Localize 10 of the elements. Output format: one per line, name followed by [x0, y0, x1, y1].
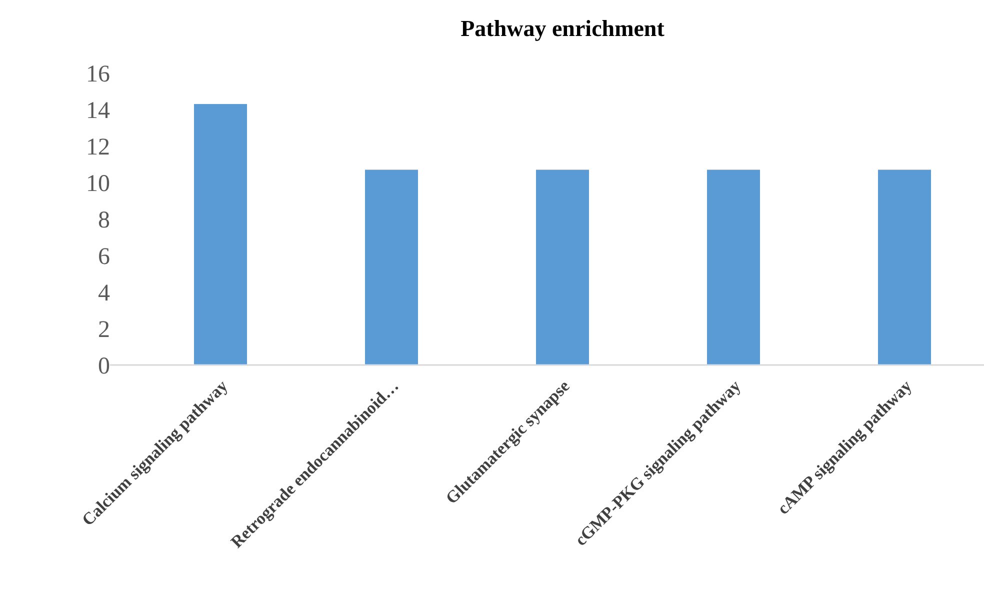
y-tick-label: 16 [86, 61, 110, 88]
y-tick-label: 2 [98, 316, 110, 343]
y-tick-label: 6 [98, 244, 110, 270]
y-tick-label: 4 [98, 280, 110, 306]
y-tick-label: 12 [86, 134, 110, 160]
y-tick-label: 10 [86, 170, 110, 197]
chart-title: Pathway enrichment [460, 16, 665, 41]
y-tick-label: 14 [86, 98, 110, 124]
y-tick-label: 0 [98, 353, 110, 380]
y-tick-label: 8 [98, 207, 110, 234]
